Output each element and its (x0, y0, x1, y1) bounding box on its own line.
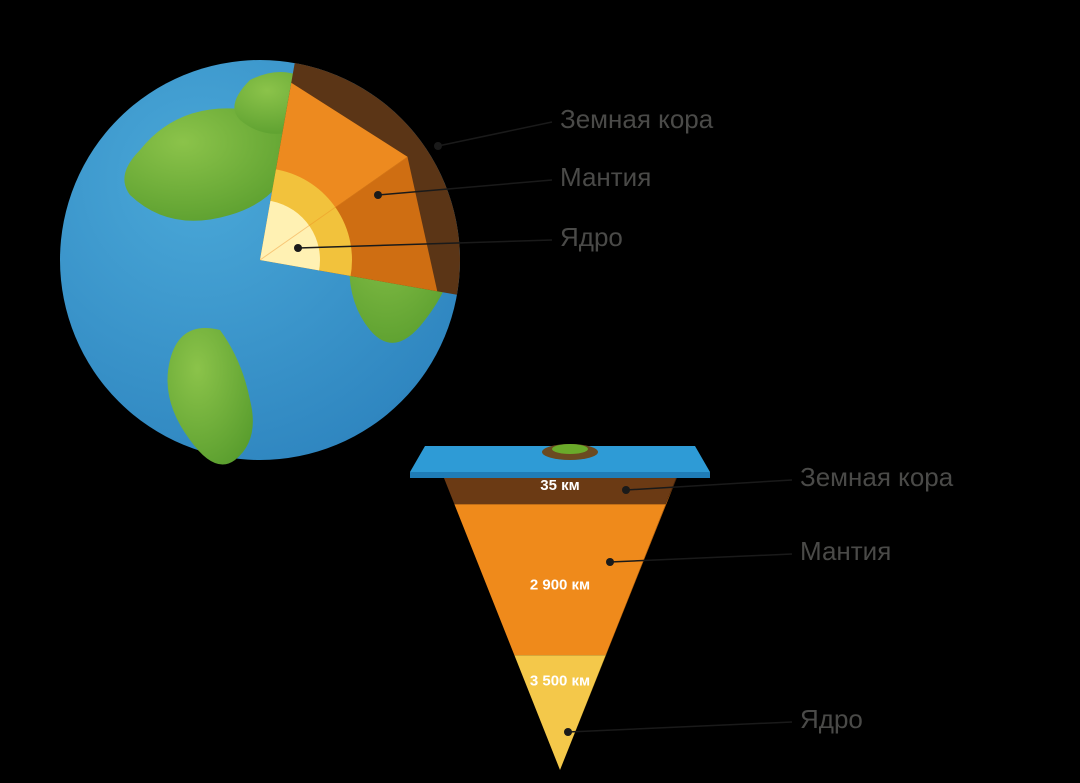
globe-label-mantle: Мантия (560, 162, 651, 192)
wedge-label-mantle: Мантия (800, 536, 891, 566)
earth-wedge: 35 км 2 900 км 3 500 км Земная кора Мантия Яд… (410, 444, 954, 770)
wedge-label-crust: Земная кора (800, 462, 954, 492)
diagram-stage: Земная кора Мантия Ядро 35 км 2 900 км 3 500 … (0, 0, 1080, 783)
earth-globe: Земная кора Мантия Ядро (60, 60, 714, 465)
wedge-depth-crust: 35 км (540, 477, 579, 494)
leader-line (568, 722, 792, 732)
wedge-surface (410, 444, 710, 478)
globe-label-crust: Земная кора (560, 104, 714, 134)
wedge-depth-core: 3 500 км (530, 672, 590, 689)
wedge-label-core: Ядро (800, 704, 863, 734)
wedge-depth-mantle: 2 900 км (530, 577, 590, 594)
globe-label-core: Ядро (560, 222, 623, 252)
diagram-svg: Земная кора Мантия Ядро 35 км 2 900 км 3 500 … (0, 0, 1080, 783)
leader-line (438, 122, 552, 146)
